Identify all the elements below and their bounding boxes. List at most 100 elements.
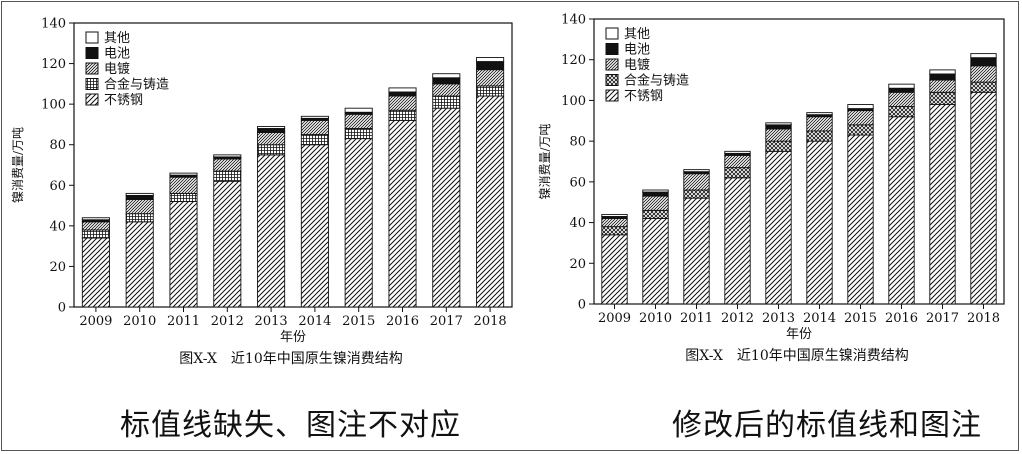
- bar-segment: [642, 191, 669, 197]
- bar-segment: [432, 95, 461, 109]
- x-tick-label: 2010: [639, 311, 672, 326]
- legend-label: 其他: [104, 31, 130, 46]
- x-tick-label: 2012: [721, 311, 754, 326]
- legend-swatch: [605, 89, 619, 102]
- bar-segment: [476, 61, 505, 71]
- bar-segment: [344, 113, 373, 129]
- y-tick-label: 100: [561, 94, 586, 109]
- legend-label: 电池: [104, 47, 130, 62]
- x-axis-label: 年份: [786, 327, 812, 342]
- x-tick-label: 2014: [298, 314, 331, 329]
- bar-segment: [642, 195, 669, 211]
- bar-segment: [765, 124, 792, 130]
- legend-swatch: [85, 93, 99, 106]
- bar-segment: [642, 189, 669, 193]
- bar-segment: [300, 119, 329, 136]
- bar-segment: [125, 213, 154, 223]
- y-tick-label: 100: [41, 98, 66, 113]
- bar-segment: [724, 167, 751, 179]
- bar-segment: [847, 124, 874, 136]
- x-axis-label: 年份: [280, 330, 306, 345]
- bar-segment: [601, 213, 628, 217]
- bar-segment: [476, 85, 505, 97]
- bar-segment: [257, 128, 286, 133]
- bar-segment: [213, 154, 242, 158]
- bar-segment: [847, 110, 874, 126]
- x-tick-label: 2013: [762, 311, 795, 326]
- y-tick-label: 80: [49, 138, 66, 153]
- y-tick-label: 60: [569, 175, 586, 190]
- bar-segment: [683, 169, 710, 173]
- x-tick-label: 2015: [342, 314, 375, 329]
- x-tick-label: 2016: [885, 311, 918, 326]
- y-tick-label: 140: [561, 13, 586, 28]
- legend-label: 电池: [624, 43, 650, 58]
- y-tick-label: 60: [49, 179, 66, 194]
- legend-label: 不锈钢: [624, 89, 663, 104]
- bar-segment: [765, 122, 792, 126]
- bar-segment: [300, 144, 329, 308]
- bar-segment: [257, 144, 286, 156]
- y-tick-label: 120: [561, 53, 586, 68]
- plot-frame: [593, 18, 1005, 305]
- bar-segment: [929, 73, 956, 81]
- bar-segment: [81, 237, 110, 308]
- x-tick-label: 2009: [79, 314, 112, 329]
- bar-segment: [847, 104, 874, 110]
- bar-segment: [888, 83, 915, 89]
- bar-segment: [300, 134, 329, 146]
- bar-segment: [888, 106, 915, 118]
- bar-segment: [929, 69, 956, 75]
- bar-segment: [432, 83, 461, 97]
- bar-segment: [806, 130, 833, 142]
- y-tick-label: 120: [41, 57, 66, 72]
- bar-segment: [806, 112, 833, 116]
- x-tick-label: 2011: [167, 314, 200, 329]
- bar-segment: [970, 57, 997, 67]
- bar-segment: [257, 126, 286, 129]
- bar-segment: [724, 154, 751, 169]
- y-tick-label: 80: [569, 135, 586, 150]
- bar-segment: [388, 95, 417, 111]
- bar-segment: [765, 128, 792, 142]
- bar-segment: [213, 158, 242, 172]
- bar-segment: [970, 53, 997, 59]
- x-tick-label: 2018: [967, 311, 1000, 326]
- y-tick-label: 20: [569, 257, 586, 272]
- bar-segment: [929, 91, 956, 105]
- bar-segment: [432, 73, 461, 79]
- bar-segment: [344, 138, 373, 308]
- bar-segment: [257, 132, 286, 146]
- bar-segment: [476, 69, 505, 87]
- bar-segment: [81, 217, 110, 221]
- y-tick-label: 20: [49, 260, 66, 275]
- bar-segment: [970, 65, 997, 83]
- legend-label: 不锈钢: [104, 93, 143, 108]
- bar-segment: [344, 128, 373, 140]
- legend-swatch: [605, 74, 619, 86]
- bar-segment: [765, 150, 792, 305]
- bar-segment: [806, 140, 833, 305]
- bar-segment: [476, 57, 505, 62]
- figure-title: 图X-X 近10年中国原生镍消费结构: [685, 348, 908, 364]
- bar-segment: [847, 134, 874, 305]
- bar-segment: [929, 104, 956, 305]
- panel-right: 0 20 40 60 80 100 120 140 镍消费量/万吨 2009 2010 2011 201…: [538, 13, 1005, 364]
- bar-segment: [257, 154, 286, 308]
- bar-segment: [125, 192, 154, 196]
- bar-segment: [388, 109, 417, 121]
- bar-segment: [125, 221, 154, 308]
- bar-segment: [765, 140, 792, 152]
- y-tick-label: 40: [49, 219, 66, 234]
- bar-segment: [169, 201, 198, 308]
- y-axis-label: 镍消费量/万吨: [11, 127, 25, 203]
- y-tick-label: 0: [58, 301, 66, 316]
- x-tick-label: 2018: [474, 314, 507, 329]
- bar-segment: [683, 197, 710, 305]
- bar-segment: [476, 95, 505, 308]
- x-tick-label: 2017: [926, 311, 959, 326]
- bar-segment: [642, 209, 669, 219]
- bar-segment: [601, 234, 628, 305]
- plot-frame: [73, 22, 513, 308]
- bar-segment: [970, 91, 997, 305]
